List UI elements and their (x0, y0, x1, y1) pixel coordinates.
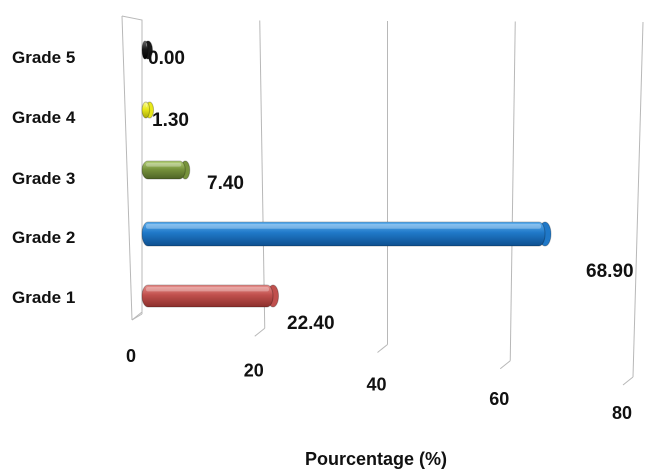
gridline (632, 21, 644, 378)
floor-tick-line (254, 327, 266, 337)
bar (141, 160, 186, 180)
category-label: Grade 1 (12, 288, 75, 307)
bar (141, 221, 546, 247)
gridlines (121, 15, 644, 386)
bar-highlight (146, 224, 541, 229)
gridline (509, 21, 516, 361)
value-label: 1.30 (152, 110, 189, 131)
bars (141, 40, 552, 308)
floor-tick-line (377, 344, 388, 353)
value-label: 7.40 (207, 173, 244, 194)
bar (141, 101, 151, 119)
category-label: Grade 5 (12, 48, 75, 67)
bar (141, 40, 149, 60)
floor-tick-line (131, 311, 143, 321)
x-tick-label: 20 (244, 360, 264, 380)
bar-highlight (146, 43, 147, 47)
labels: 0 20 40 60 80 Grade 1 22.40 Grade 2 68.90 Grade 3… (12, 48, 634, 423)
category-label: Grade 3 (12, 169, 75, 188)
floor-tick-line (622, 376, 634, 386)
bar-highlight (146, 163, 182, 167)
bar (141, 284, 274, 308)
x-tick-label: 80 (612, 403, 632, 423)
gridline (259, 20, 266, 329)
x-tick-label: 60 (489, 389, 509, 409)
floor-tick-line (499, 360, 511, 370)
wall-left-edge (121, 15, 133, 321)
bar-highlight (146, 287, 270, 292)
category-label: Grade 4 (12, 108, 76, 127)
x-axis-title: Pourcentage (%) (305, 449, 447, 469)
value-label: 68.90 (586, 261, 634, 282)
value-label: 22.40 (287, 313, 335, 334)
value-label: 0.00 (148, 48, 185, 69)
wall-frame (121, 15, 143, 314)
x-tick-label: 40 (366, 375, 386, 395)
bar-highlight (146, 104, 147, 108)
category-label: Grade 2 (12, 228, 75, 247)
x-tick-label: 0 (126, 346, 136, 366)
